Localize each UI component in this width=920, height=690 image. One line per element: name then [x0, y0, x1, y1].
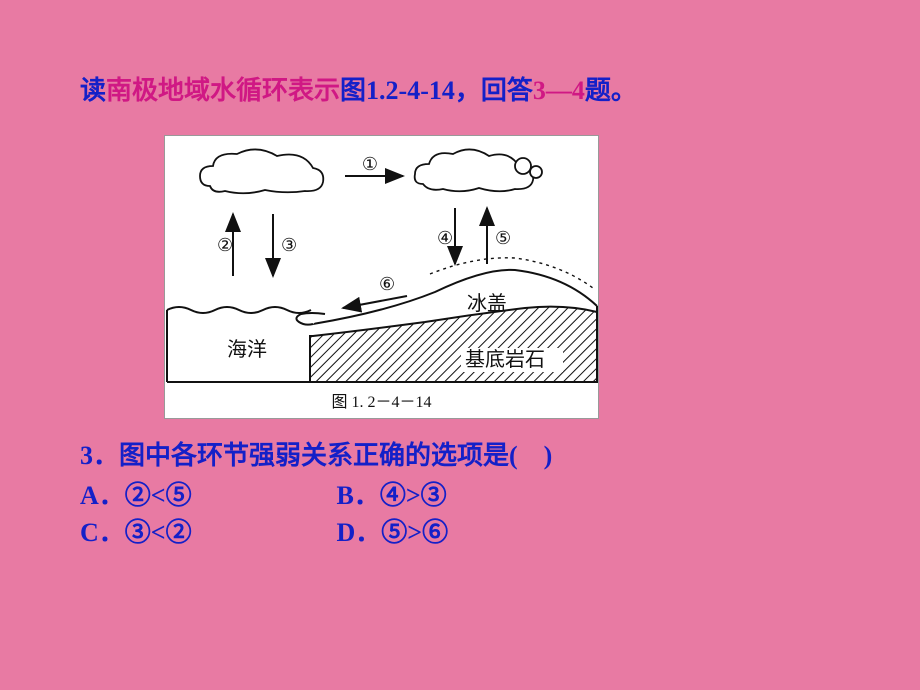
label-3: ③ [281, 235, 297, 255]
arrow-runoff [343, 296, 407, 308]
cloud-left-icon [200, 149, 323, 193]
intro-range: 3—4 [533, 76, 585, 105]
question-stem: 3．图中各环节强弱关系正确的选项是( ) [80, 437, 840, 475]
label-1: ① [362, 154, 378, 174]
diagram-svg: ① ② ③ ④ ⑤ ⑥ [165, 136, 600, 420]
intro-mid: 图1.2-4-14，回答 [340, 76, 533, 105]
figure-container: ① ② ③ ④ ⑤ ⑥ [164, 135, 840, 419]
label-ice: 冰盖 [467, 292, 507, 315]
question-3: 3．图中各环节强弱关系正确的选项是( ) A．②<⑤ B．④>③ C．③<② D… [80, 437, 840, 552]
options-group: A．②<⑤ B．④>③ C．③<② D．⑤>⑥ [80, 477, 840, 552]
label-bedrock: 基底岩石 [465, 348, 545, 371]
passage-intro: 读南极地域水循环表示图1.2-4-14，回答3—4题。 [80, 70, 840, 107]
label-ocean: 海洋 [227, 338, 267, 361]
label-6: ⑥ [379, 274, 395, 294]
water-cycle-diagram: ① ② ③ ④ ⑤ ⑥ [164, 135, 599, 419]
intro-prefix: 读 [80, 76, 106, 105]
cloud-right-icon [415, 149, 542, 191]
option-b[interactable]: B．④>③ [337, 477, 587, 515]
slide-content: 读南极地域水循环表示图1.2-4-14，回答3—4题。 [0, 0, 920, 592]
figure-caption: 图 1. 2－4－14 [165, 388, 598, 412]
ocean-waves [167, 307, 311, 313]
label-4: ④ [437, 228, 453, 248]
intro-emph: 南极地域水循环表示 [106, 76, 340, 105]
option-d[interactable]: D．⑤>⑥ [337, 514, 587, 552]
intro-suffix: 题。 [585, 76, 637, 105]
option-c[interactable]: C．③<② [80, 514, 330, 552]
label-2: ② [217, 235, 233, 255]
label-5: ⑤ [495, 228, 511, 248]
option-a[interactable]: A．②<⑤ [80, 477, 330, 515]
